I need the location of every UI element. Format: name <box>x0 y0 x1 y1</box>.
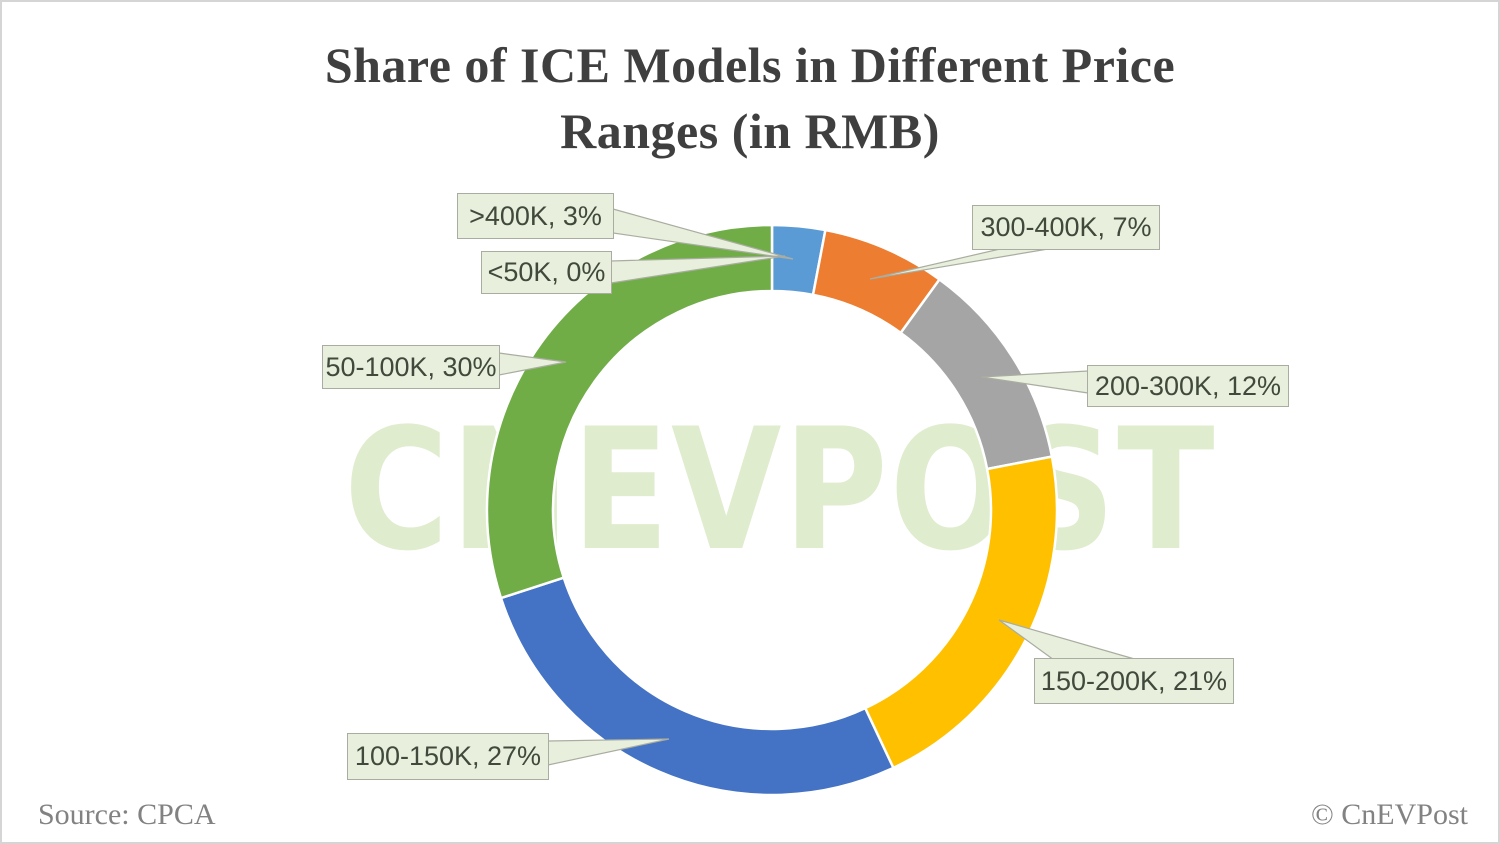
source-label: Source: CPCA <box>38 798 216 831</box>
callout-150-200k: 150-200K, 21% <box>1034 658 1234 704</box>
callout-50k: <50K, 0% <box>481 251 612 294</box>
chart-title-line2: Ranges (in RMB) <box>560 103 940 159</box>
credit-label: © CnEVPost <box>1311 798 1468 831</box>
callout-100-150k: 100-150K, 27% <box>347 733 549 780</box>
callout-tails <box>498 208 1139 766</box>
chart-title: Share of ICE Models in Different Price R… <box>2 32 1498 164</box>
chart-title-line1: Share of ICE Models in Different Price <box>324 37 1176 93</box>
donut-segments <box>485 223 1059 797</box>
callout-50-100k: 50-100K, 30% <box>322 345 500 389</box>
donut-segment-150-200k <box>863 455 1059 770</box>
callout-400k: >400K, 3% <box>457 193 614 239</box>
callout-300-400k: 300-400K, 7% <box>972 205 1160 250</box>
callout-200-300k: 200-300K, 12% <box>1087 365 1289 407</box>
